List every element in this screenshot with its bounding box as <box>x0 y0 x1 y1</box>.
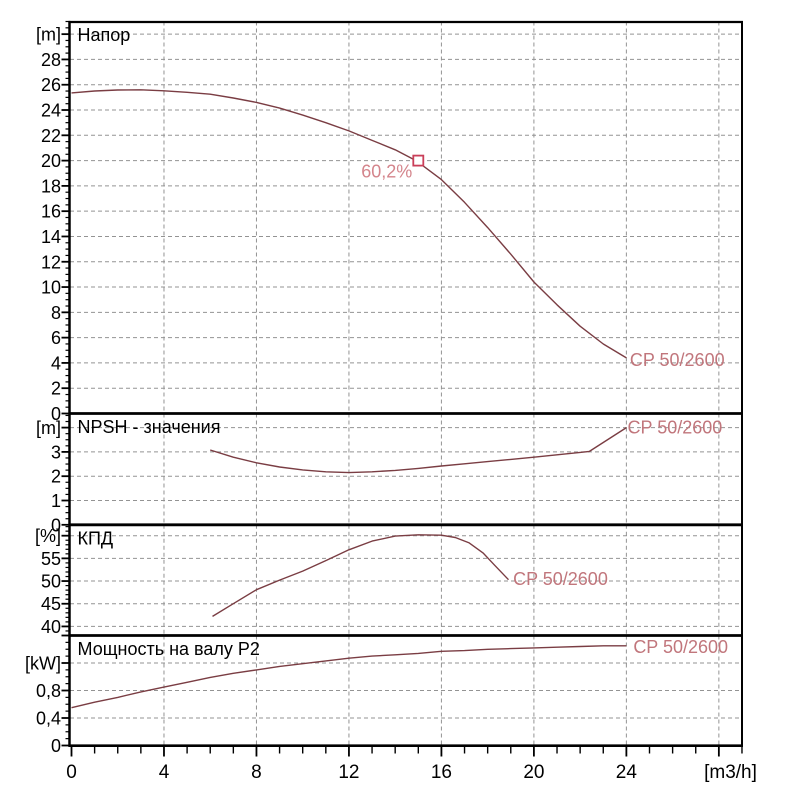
x-tick-label: 0 <box>66 762 77 783</box>
panel-title: Напор <box>78 25 131 45</box>
operating-point-marker[interactable] <box>412 154 425 167</box>
y-tick-label: 1 <box>51 491 61 511</box>
y-tick-label: 28 <box>41 50 61 70</box>
curve-label: CP 50/2600 <box>628 418 723 438</box>
pump-curve <box>212 534 510 617</box>
y-tick-label: 16 <box>41 202 61 222</box>
y-tick-label: 2 <box>51 467 61 487</box>
x-tick-label: 16 <box>431 762 452 783</box>
curve-label: CP 50/2600 <box>630 350 725 370</box>
y-tick-label: 14 <box>41 227 61 247</box>
y-tick-label: 50 <box>41 572 61 592</box>
pump-curve <box>71 645 627 709</box>
x-tick-label: 12 <box>338 762 359 783</box>
x-tick-label: 24 <box>616 762 638 783</box>
y-tick-label: 24 <box>41 101 61 121</box>
y-tick-label: 45 <box>41 594 61 614</box>
y-tick-label: 0 <box>51 736 61 756</box>
y-tick-label: 40 <box>41 617 61 637</box>
operating-point-efficiency-label: 60,2% <box>361 162 412 182</box>
curve-label: CP 50/2600 <box>633 637 728 657</box>
panel-title: КПД <box>78 528 114 548</box>
y-tick-label: 20 <box>41 151 61 171</box>
x-axis-unit-label: [m3/h] <box>704 762 757 783</box>
pump-curve <box>71 89 627 359</box>
y-axis-unit-label: [m] <box>36 25 61 45</box>
y-tick-label: 2 <box>51 379 61 399</box>
x-tick-label: 8 <box>251 762 262 783</box>
y-tick-label: 22 <box>41 126 61 146</box>
y-tick-label: 0 <box>51 515 61 535</box>
panel-title: NPSH - значения <box>78 417 221 437</box>
x-tick-label: 4 <box>159 762 170 783</box>
y-tick-label: 4 <box>51 353 61 373</box>
y-tick-label: 0,4 <box>36 709 61 729</box>
y-axis-unit-label: [%] <box>35 526 61 546</box>
x-tick-label: 20 <box>523 762 544 783</box>
y-tick-label: 55 <box>41 549 61 569</box>
panel-title: Мощность на валу P2 <box>78 639 260 659</box>
y-tick-label: 18 <box>41 176 61 196</box>
pump-curve <box>209 427 627 474</box>
y-tick-label: 0 <box>51 404 61 424</box>
y-tick-label: 12 <box>41 252 61 272</box>
y-tick-label: 6 <box>51 328 61 348</box>
curve-label: CP 50/2600 <box>513 569 608 589</box>
y-tick-label: 8 <box>51 303 61 323</box>
y-tick-label: 10 <box>41 278 61 298</box>
y-tick-label: 3 <box>51 442 61 462</box>
y-tick-label: 26 <box>41 75 61 95</box>
y-tick-label: 0,8 <box>36 681 61 701</box>
y-axis-unit-label: [m] <box>36 418 61 438</box>
y-axis-unit-label: [kW] <box>25 654 61 674</box>
